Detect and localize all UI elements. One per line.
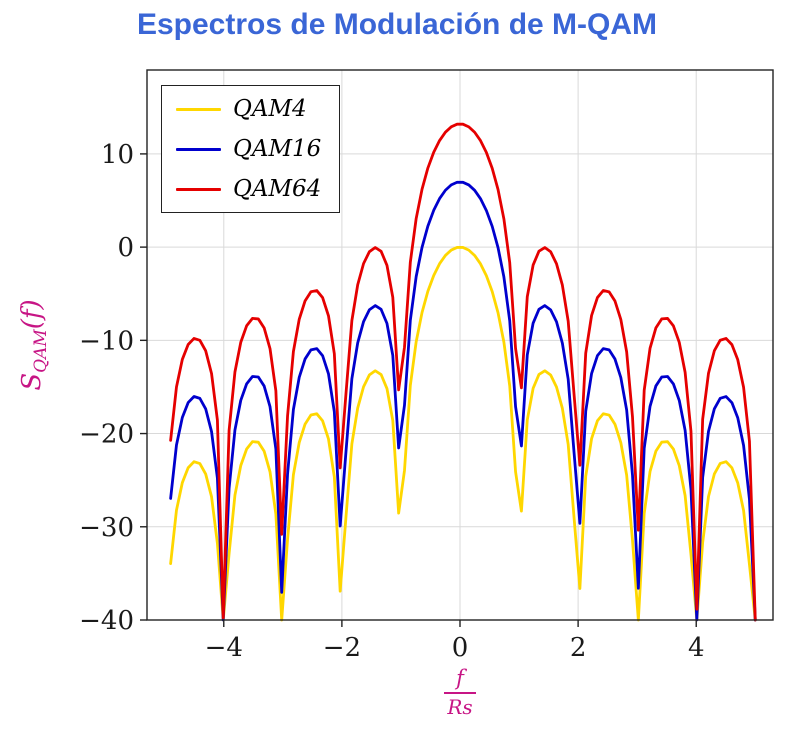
legend-item-qam16: QAM16 bbox=[176, 136, 321, 162]
y-tick-label: −40 bbox=[79, 606, 134, 636]
legend-item-qam4: QAM4 bbox=[176, 96, 321, 122]
xlabel-numerator: f bbox=[456, 666, 464, 690]
legend-item-qam64: QAM64 bbox=[176, 176, 321, 202]
y-tick-label: 0 bbox=[117, 233, 134, 263]
ylabel-base: S bbox=[16, 372, 47, 391]
series-curve-qam4 bbox=[169, 246, 757, 622]
x-tick-label: 0 bbox=[452, 633, 469, 663]
y-tick-label: −10 bbox=[79, 326, 134, 356]
legend-label-qam16: QAM16 bbox=[233, 136, 322, 162]
series-curve-qam16 bbox=[169, 180, 757, 622]
series-curve-qam64 bbox=[169, 122, 757, 622]
x-tick-label: −2 bbox=[323, 633, 361, 663]
legend: QAM4 QAM16 QAM64 bbox=[161, 85, 341, 213]
y-axis-label: SQAM(f) bbox=[17, 299, 51, 390]
y-tick-label: −20 bbox=[79, 420, 134, 450]
y-tick-label: −30 bbox=[79, 513, 134, 543]
ylabel-suffix: (f) bbox=[16, 299, 47, 330]
legend-line-qam4 bbox=[176, 107, 221, 111]
x-tick-label: 2 bbox=[570, 633, 587, 663]
y-tick-label: 10 bbox=[101, 140, 134, 170]
legend-label-qam4: QAM4 bbox=[233, 96, 307, 122]
fraction-bar bbox=[444, 692, 476, 694]
x-tick-label: −4 bbox=[205, 633, 243, 663]
chart-title: Espectros de Modulación de M-QAM bbox=[136, 8, 658, 41]
x-tick-label: 4 bbox=[688, 633, 705, 663]
x-axis-label: f Rs bbox=[444, 668, 476, 717]
legend-line-qam64 bbox=[176, 187, 221, 191]
legend-line-qam16 bbox=[176, 147, 221, 151]
xlabel-denominator: Rs bbox=[447, 695, 473, 719]
ylabel-subscript: QAM bbox=[31, 329, 52, 373]
legend-label-qam64: QAM64 bbox=[233, 176, 322, 202]
